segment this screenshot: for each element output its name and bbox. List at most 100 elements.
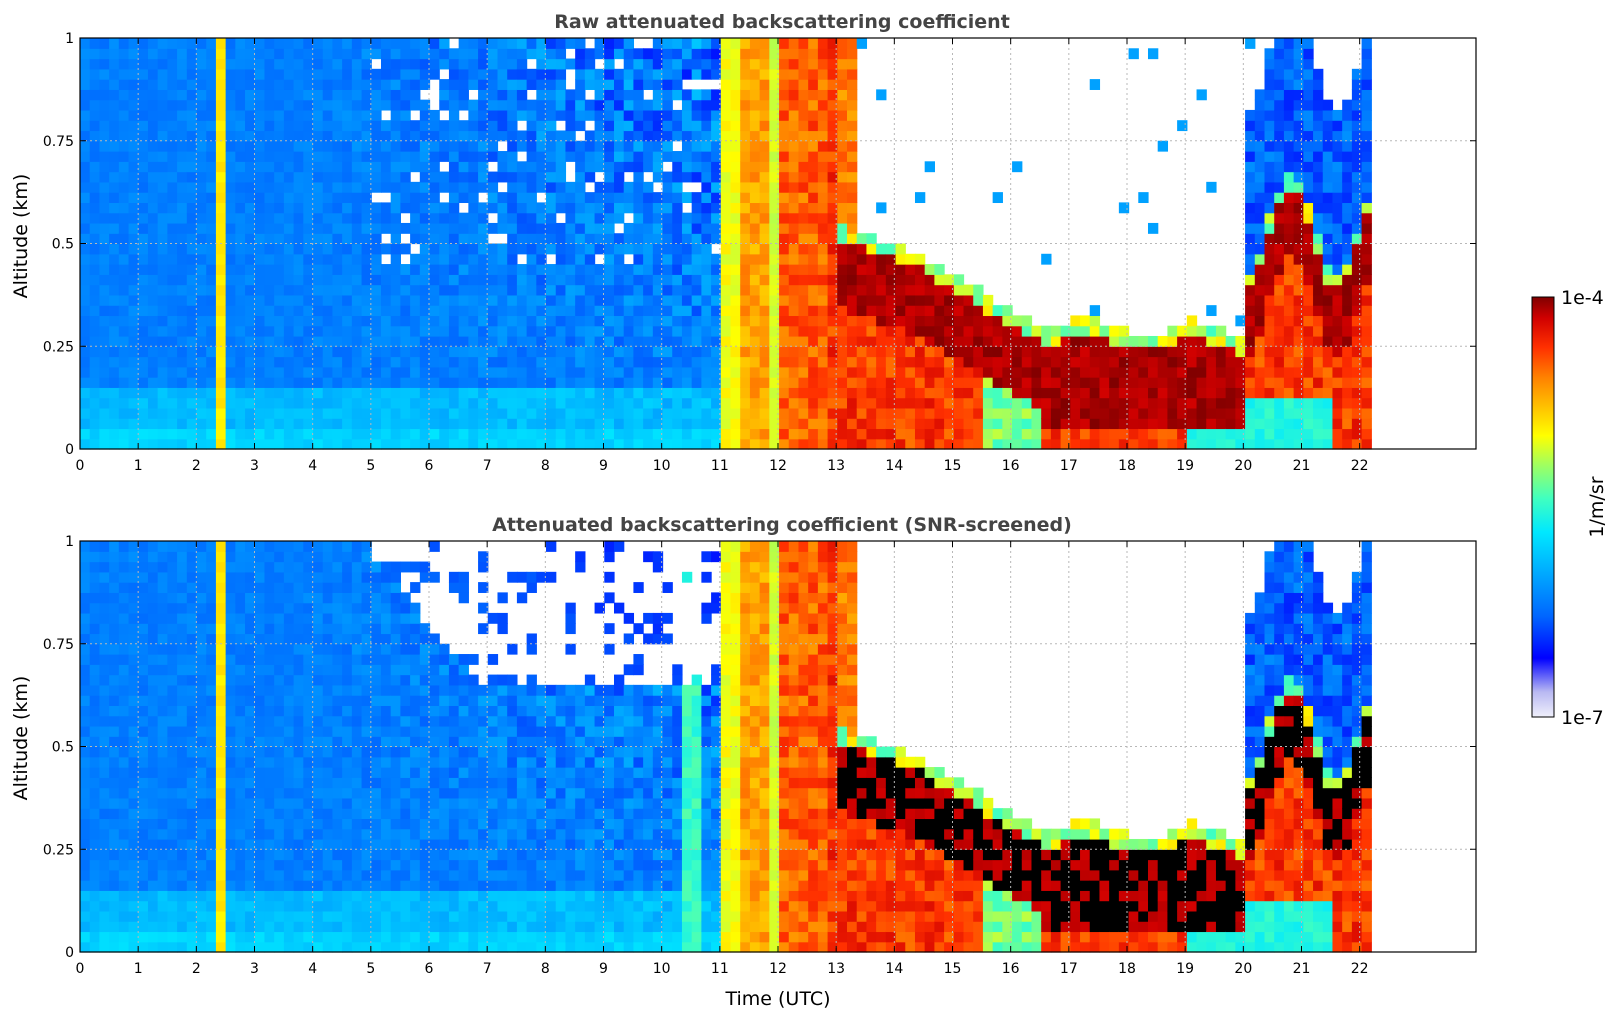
heatmap-cell — [817, 68, 829, 80]
heatmap-cell — [594, 335, 605, 347]
heatmap-cell — [837, 233, 848, 245]
heatmap-cell — [332, 99, 343, 111]
heatmap-cell — [672, 38, 683, 49]
heatmap-cell — [536, 109, 547, 121]
heatmap-cell — [157, 243, 168, 255]
heatmap-cell — [672, 335, 683, 347]
heatmap-cell — [410, 222, 421, 234]
heatmap-cell — [575, 120, 586, 132]
heatmap-cell — [924, 346, 935, 358]
heatmap-cell — [303, 140, 314, 152]
heatmap-cell — [992, 428, 1003, 440]
heatmap-cell — [565, 151, 576, 162]
heatmap-cell — [303, 89, 314, 101]
heatmap-cell — [652, 305, 664, 317]
heatmap-cell — [128, 797, 139, 809]
heatmap-cell — [186, 695, 198, 706]
heatmap-cell — [798, 356, 809, 368]
heatmap-cell — [1303, 284, 1314, 296]
y-tick-label: 0.75 — [43, 134, 74, 150]
heatmap-cell — [196, 797, 207, 809]
heatmap-cell — [788, 438, 800, 450]
heatmap-cell — [1342, 212, 1353, 224]
heatmap-cell — [468, 325, 479, 337]
heatmap-cell — [80, 756, 91, 768]
heatmap-cell — [953, 387, 965, 399]
heatmap-cell — [322, 140, 334, 152]
heatmap-cell — [1235, 346, 1246, 358]
heatmap-cell — [701, 161, 712, 173]
heatmap-cell — [109, 294, 120, 306]
heatmap-cell — [1215, 325, 1227, 337]
heatmap-cell — [1264, 48, 1275, 60]
heatmap-cell — [652, 253, 664, 265]
x-tick-label: 3 — [250, 458, 259, 474]
heatmap-cell — [1351, 161, 1363, 173]
heatmap-cell — [730, 264, 741, 275]
heatmap-cell — [1283, 109, 1295, 121]
heatmap-cell — [720, 79, 732, 90]
heatmap-cell — [138, 777, 149, 789]
heatmap-cell — [128, 551, 139, 563]
heatmap-cell — [711, 346, 722, 358]
heatmap-cell — [604, 418, 615, 430]
heatmap-cell — [497, 58, 508, 70]
heatmap-cell — [614, 233, 625, 245]
heatmap-cell — [206, 428, 217, 440]
heatmap-cell — [225, 787, 236, 799]
heatmap-cell — [419, 161, 431, 173]
heatmap-cell — [575, 418, 586, 430]
heatmap-cell — [711, 48, 722, 60]
heatmap-cell — [555, 202, 567, 214]
heatmap-cell — [1342, 264, 1353, 275]
heatmap-cell — [89, 705, 101, 717]
heatmap-cell — [740, 284, 751, 296]
heatmap-cell — [293, 366, 304, 378]
heatmap-cell — [138, 592, 149, 604]
heatmap-cell — [759, 233, 770, 245]
heatmap-cell — [274, 264, 285, 275]
heatmap-cell — [516, 438, 528, 450]
heatmap-cell — [526, 120, 537, 132]
heatmap-cell — [380, 140, 392, 152]
heatmap-cell — [1274, 253, 1285, 265]
heatmap-cell — [419, 120, 431, 132]
heatmap-cell — [322, 428, 334, 440]
heatmap-cell — [808, 387, 819, 399]
heatmap-cell — [1361, 274, 1372, 286]
heatmap-cell — [526, 366, 537, 378]
heatmap-cell — [827, 58, 838, 70]
heatmap-cell — [507, 140, 518, 152]
heatmap-cell — [157, 264, 168, 275]
heatmap-cell — [963, 407, 974, 419]
heatmap-cell — [177, 849, 188, 861]
heatmap-cell — [1293, 253, 1304, 265]
heatmap-cell — [798, 243, 809, 255]
heatmap-cell — [1254, 325, 1266, 337]
heatmap-cell — [371, 109, 382, 121]
heatmap-cell — [99, 654, 110, 665]
heatmap-cell — [808, 243, 819, 255]
heatmap-cell — [575, 151, 586, 162]
heatmap-cell — [400, 325, 411, 337]
heatmap-cell — [720, 38, 732, 49]
heatmap-cell — [390, 428, 401, 440]
heatmap-cell — [128, 387, 139, 399]
heatmap-cell — [1147, 366, 1159, 378]
heatmap-cell — [410, 120, 421, 132]
heatmap-cell — [837, 38, 848, 49]
heatmap-cell — [109, 664, 120, 676]
heatmap-cell — [80, 58, 91, 70]
heatmap-cell — [1070, 397, 1081, 409]
heatmap-cell — [118, 654, 130, 665]
heatmap-cell — [264, 212, 275, 224]
heatmap-cell — [623, 377, 635, 388]
heatmap-cell — [351, 335, 363, 347]
heatmap-cell — [973, 335, 984, 347]
heatmap-cell — [769, 397, 780, 409]
heatmap-cell — [109, 315, 120, 327]
heatmap-cell — [526, 387, 537, 399]
heatmap-cell — [837, 418, 848, 430]
heatmap-cell — [118, 243, 130, 255]
heatmap-cell — [1080, 377, 1091, 388]
